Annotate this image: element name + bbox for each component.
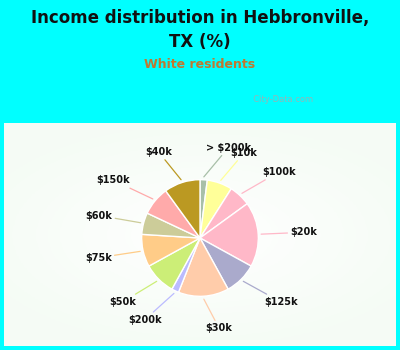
Wedge shape <box>200 204 258 266</box>
Text: City-Data.com: City-Data.com <box>248 94 313 104</box>
Wedge shape <box>142 213 200 238</box>
Text: $40k: $40k <box>145 147 181 180</box>
Text: $100k: $100k <box>242 167 296 193</box>
Text: $150k: $150k <box>97 175 153 199</box>
Wedge shape <box>200 180 207 238</box>
Text: Income distribution in Hebbronville,: Income distribution in Hebbronville, <box>31 9 369 27</box>
Text: $10k: $10k <box>221 148 258 180</box>
Text: TX (%): TX (%) <box>169 33 231 51</box>
Wedge shape <box>172 238 200 292</box>
Text: > $200k: > $200k <box>204 143 251 177</box>
Wedge shape <box>149 238 200 289</box>
Wedge shape <box>200 238 251 289</box>
Text: $60k: $60k <box>86 210 141 223</box>
Text: $125k: $125k <box>243 281 298 307</box>
Wedge shape <box>200 189 247 238</box>
Text: $200k: $200k <box>128 293 174 325</box>
Text: $75k: $75k <box>85 251 140 263</box>
Wedge shape <box>166 180 200 238</box>
Wedge shape <box>178 238 228 296</box>
Text: $50k: $50k <box>109 281 157 307</box>
Wedge shape <box>142 234 200 266</box>
Wedge shape <box>147 191 200 238</box>
Wedge shape <box>200 180 231 238</box>
Text: $20k: $20k <box>261 227 317 237</box>
Text: White residents: White residents <box>144 58 256 71</box>
Text: $30k: $30k <box>204 299 232 333</box>
